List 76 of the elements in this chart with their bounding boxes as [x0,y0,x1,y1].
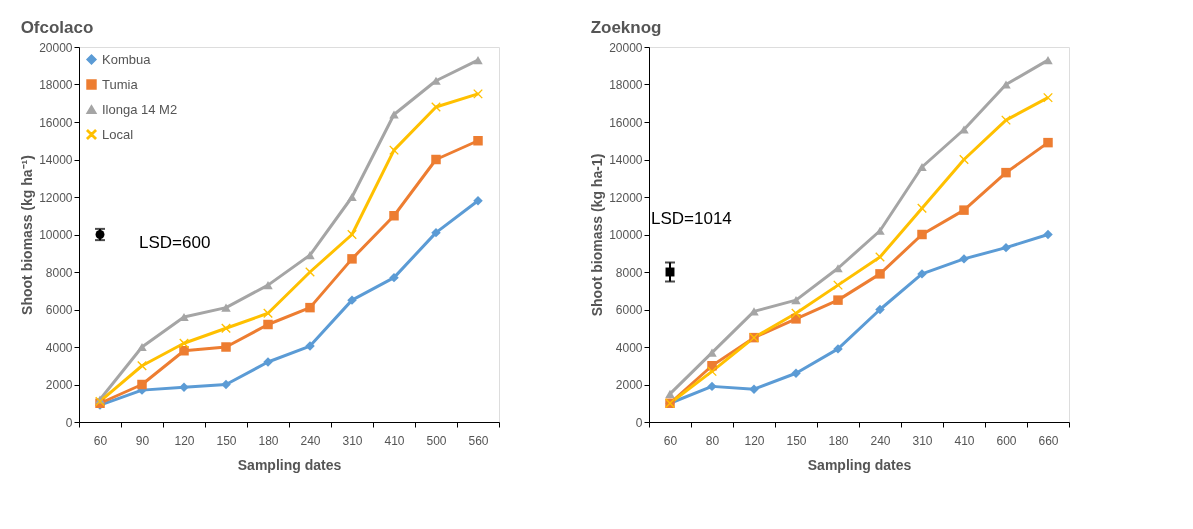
y-tick-label: 16000 [39,115,73,130]
x-tick-label: 180 [258,433,279,448]
y-tick-label: 2000 [45,378,73,392]
point [1043,137,1053,148]
annotation: LSD=1014 [651,209,732,228]
point [833,280,843,290]
point [917,162,927,172]
y-tick-label: 18000 [39,78,73,92]
x-tick-label: 120 [744,433,765,448]
y-tick-label: 0 [65,415,73,430]
x-tick-label: 240 [870,433,891,448]
x-tick-label: 60 [663,433,678,448]
x-tick-label: 310 [912,433,933,448]
point [791,308,801,318]
point [1001,80,1011,89]
x-axis-title: Sampling dates [237,456,342,473]
legend-label: Kombua [102,51,152,67]
y-tick-label: 20000 [39,40,73,55]
point [707,366,717,377]
point [1001,167,1011,178]
y-tick-label: 10000 [39,228,73,242]
point [1043,56,1053,65]
y-tick-label: 12000 [39,190,73,205]
y-tick-label: 4000 [45,340,73,355]
x-tick-label: 180 [828,433,849,448]
legend-label: Local [102,126,134,142]
x-tick-label: 80 [705,433,720,448]
x-tick-label: 90 [135,433,150,448]
x-axis-title: Sampling dates [807,456,912,473]
y-axis-title: Shoot biomass (kg ha⁻¹) [19,155,36,315]
y-tick-label: 14000 [609,153,643,167]
y-tick-label: 8000 [615,265,643,280]
point [959,154,969,165]
y-tick-label: 2000 [615,378,643,392]
y-tick-label: 4000 [615,340,643,355]
legend-label: Ilonga 14 M2 [102,101,178,117]
point [833,295,843,305]
x-tick-label: 150 [786,433,807,448]
x-tick-label: 410 [384,433,405,448]
y-tick-label: 10000 [609,228,643,242]
y-tick-label: 12000 [609,190,643,205]
point [917,229,927,240]
x-tick-label: 410 [954,433,975,448]
x-tick-label: 60 [93,433,108,448]
point [959,205,969,215]
y-axis-title: Shoot biomass (kg ha-1) [589,153,606,317]
point [791,296,801,305]
y-tick-label: 18000 [609,78,643,92]
y-tick-label: 6000 [615,303,643,317]
annotation: LSD=600 [139,233,211,252]
x-tick-label: 310 [342,433,363,448]
y-tick-label: 8000 [45,265,73,280]
point [875,269,885,279]
point [665,389,675,398]
point [875,304,885,315]
x-tick-label: 240 [300,433,321,448]
x-tick-label: 120 [174,433,195,448]
point [707,381,717,392]
point [1001,115,1011,125]
x-tick-label: 150 [216,433,237,448]
point [917,203,927,213]
y-tick-label: 6000 [45,303,73,317]
point [1043,92,1053,103]
x-tick-label: 600 [996,433,1017,448]
y-tick-label: 14000 [39,153,73,167]
y-tick-label: 0 [635,415,643,430]
x-tick-label: 560 [468,433,489,448]
y-tick-label: 16000 [609,115,643,130]
point [1001,242,1011,253]
x-tick-label: 660 [1038,433,1059,448]
x-tick-label: 500 [426,433,447,448]
legend-label: Tumia [102,76,139,92]
y-tick-label: 20000 [609,40,643,55]
point [1043,229,1053,240]
chart-title: Ofcolaco [20,18,94,37]
chart-title: Zoeknog [590,18,662,37]
